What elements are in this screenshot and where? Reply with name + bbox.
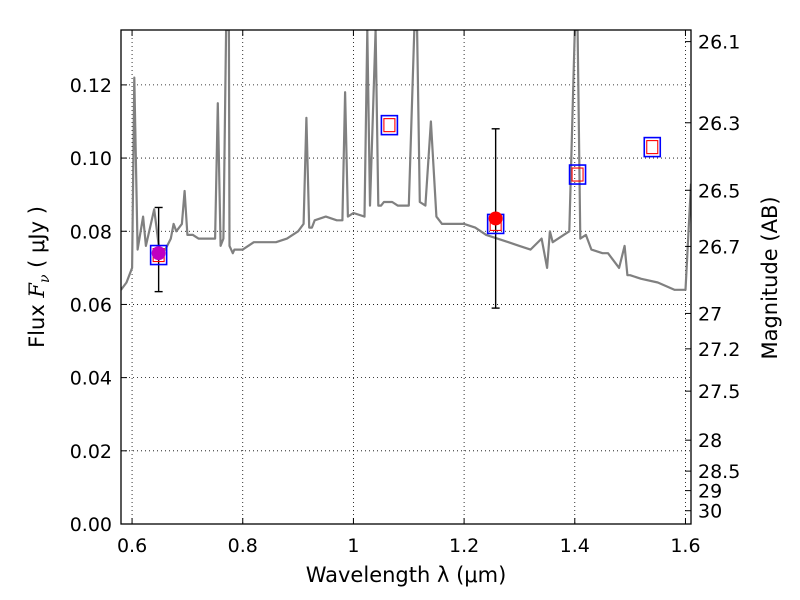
ticks-layer — [121, 30, 691, 525]
y-tick-label: 0.00 — [70, 514, 112, 536]
mag-tick-label: 26.1 — [698, 32, 740, 54]
mag-tick-label: 26.5 — [698, 180, 740, 202]
x-tick-label: 1.2 — [449, 535, 479, 557]
mag-tick-label: 29 — [698, 481, 722, 503]
y-tick-label: 0.06 — [70, 294, 112, 316]
plot-frame — [120, 29, 692, 525]
x-axis-title: Wavelength λ (μm) — [306, 563, 507, 587]
model-spectrum-line — [121, 30, 691, 291]
observed-1-point — [151, 246, 166, 261]
model-box-5-inner — [646, 140, 659, 155]
mag-tick-label: 27.2 — [698, 339, 740, 361]
model-box-5 — [643, 136, 662, 158]
y-tick-label: 0.02 — [70, 441, 112, 463]
y-tick-label: 0.10 — [70, 148, 112, 170]
mag-tick-label: 28.5 — [698, 461, 740, 483]
mag-tick-label: 26.7 — [698, 236, 740, 258]
y2-axis-title: Magnitude (AB) — [758, 196, 782, 359]
y-tick-label: 0.12 — [70, 75, 112, 97]
mag-tick-label: 28 — [698, 430, 722, 452]
model-box-4-inner — [571, 167, 584, 182]
model-box-2-inner — [383, 118, 396, 133]
x-tick-label: 1.6 — [670, 535, 700, 557]
tick-labels-layer: 0.6 0.8 1 1.2 1.4 1.6 0.00 0.02 0.04 0.06 0.08 0.10… — [70, 32, 741, 557]
x-tick-label: 1.4 — [560, 535, 590, 557]
model-box-2 — [380, 114, 399, 136]
model-box-4 — [568, 164, 587, 185]
grid — [121, 30, 691, 525]
spectrum-layer — [121, 30, 691, 291]
y-tick-label: 0.08 — [70, 221, 112, 243]
model-box-1 — [149, 244, 168, 266]
observed-2-point — [488, 211, 503, 226]
x-tick-label: 0.6 — [117, 535, 147, 557]
mag-tick-label: 30 — [698, 501, 722, 523]
y-axis-title: Flux Fν ( μJy ) — [25, 206, 53, 348]
mag-tick-label: 27.5 — [698, 381, 740, 403]
mag-tick-label: 26.3 — [698, 113, 740, 135]
y-tick-label: 0.04 — [70, 368, 112, 390]
markers-layer — [149, 114, 662, 309]
x-tick-label: 0.8 — [228, 535, 258, 557]
mag-tick-label: 27 — [698, 303, 722, 325]
x-tick-label: 1 — [347, 535, 359, 557]
